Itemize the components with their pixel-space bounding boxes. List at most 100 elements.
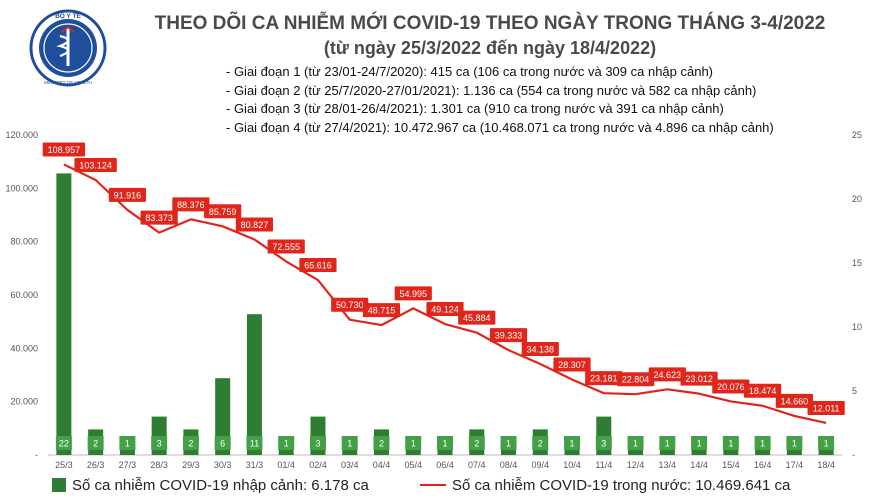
bar-value-label: 1 [665,439,670,449]
bar-value-label-bg [595,436,612,450]
line-value-label: 20.076 [717,382,745,392]
line-value-label: 49.124 [431,305,459,315]
x-tick-label: 05/4 [404,460,422,470]
x-tick-label: 29/3 [182,460,200,470]
line-domestic [63,163,827,425]
bar-value-label: 1 [125,439,130,449]
x-tick-label: 26/3 [87,460,105,470]
bar-value-label-bg [468,436,485,450]
line-value-label-bg [807,400,845,415]
line-value-label-bg [140,210,178,225]
line-value-label-bg [458,310,496,325]
line-value-label-bg [616,372,655,387]
y-right-tick-label: 25 [852,130,862,140]
line-value-label-bg [267,239,305,254]
bar-value-label-bg [151,436,168,450]
bar-value-label-bg [754,436,771,450]
line-value-label: 45.884 [463,313,491,323]
legend-domestic: Số ca nhiễm COVID-19 trong nước: 10.469.… [420,476,790,496]
line-value-label-bg [712,379,750,394]
line-value-label-bg [775,393,813,408]
bar-value-label-bg [564,436,581,450]
bar-value-label-bg [691,436,708,450]
bar-value-label: 1 [411,439,416,449]
line-value-label: 72.555 [272,242,300,252]
line-value-label: 88.376 [177,200,205,210]
bar-value-label-bg [532,436,549,450]
x-tick-label: 04/4 [373,460,391,470]
line-value-label: 12.011 [813,403,840,413]
line-value-label: 22.804 [622,375,650,385]
bar-value-label: 11 [250,439,259,449]
line-value-label: 91.916 [114,190,142,200]
bar-imported [56,173,72,455]
line-value-label: 80.827 [241,220,269,230]
x-tick-label: 30/3 [214,460,232,470]
bar-value-label: 1 [506,439,511,449]
bar-value-label-bg [437,436,453,450]
bar-value-label: 1 [347,439,352,449]
x-tick-label: 15/4 [722,460,740,470]
x-tick-label: 09/4 [532,460,550,470]
bar-value-label: 1 [442,439,447,449]
y-right-tick-label: 15 [852,258,862,268]
ministry-of-health-logo: BỘ Y TẾ MINISTRY OF HEALTH [29,9,107,87]
bar-value-label: 3 [601,439,606,449]
bar-value-label-bg [341,436,358,450]
legend-imported: Số ca nhiễm COVID-19 nhập cảnh: 6.178 ca [52,476,369,496]
bar-value-label-bg [373,436,390,450]
line-value-label: 50.730 [336,300,364,310]
y-left-tick-label: 80.000 [10,237,38,247]
line-value-label-bg [585,371,623,386]
legend-imported-label: Số ca nhiễm COVID-19 nhập cảnh: 6.178 ca [72,477,369,494]
bar-value-label-bg [87,436,104,450]
x-tick-label: 08/4 [500,460,518,470]
bar-value-label-bg [659,436,676,450]
line-value-label-bg [394,286,432,301]
bar-value-label: 2 [538,439,543,449]
y-left-tick-label: - [35,450,38,460]
y-left-tick-label: 20.000 [10,397,38,407]
bar-value-label: 6 [220,439,225,449]
y-left-tick-label: 40.000 [10,343,38,353]
line-value-label: 34.138 [527,344,555,354]
line-value-label: 108.957 [48,145,81,155]
y-right-tick-label: 20 [852,194,862,204]
line-value-label: 18.474 [749,386,777,396]
x-tick-label: 28/3 [150,460,168,470]
line-value-label-bg [744,383,782,398]
bar-value-label-bg [214,436,231,450]
bar-value-label-bg [818,436,835,450]
bar-value-label: 1 [633,439,638,449]
line-value-label: 48.715 [368,306,396,316]
x-tick-label: 12/4 [627,460,645,470]
y-right-tick-label: 10 [852,322,862,332]
line-value-label: 14.660 [781,396,809,406]
chart-subtitle: (từ ngày 25/3/2022 đến ngày 18/4/2022) [323,38,657,58]
line-value-label-bg [680,371,718,386]
line-value-label-bg [362,303,401,318]
bar-value-label: 1 [792,439,797,449]
x-tick-label: 02/4 [309,460,327,470]
y-right-tick-label: 5 [852,386,857,396]
bar-value-label: 1 [760,439,765,449]
bar-imported [215,378,231,455]
line-value-label: 85.759 [209,207,237,217]
bar-swatch-icon [52,478,66,492]
line-value-label-bg [489,328,528,343]
line-value-label: 83.373 [145,213,173,223]
phase-item: - Giai đoạn 3 (từ 28/01-26/4/2021): 1.30… [226,101,724,116]
line-value-label: 54.995 [399,289,427,299]
x-tick-label: 01/4 [277,460,295,470]
line-value-label-bg [204,204,242,219]
line-value-label: 28.307 [558,360,586,370]
bar-value-label-bg [119,436,136,450]
phase-item: - Giai đoạn 2 (từ 25/7/2020-27/01/2021):… [226,82,757,98]
line-swatch-icon [420,484,446,486]
bar-value-label: 3 [157,439,162,449]
bar-value-label: 1 [284,439,289,449]
phase-item: - Giai đoạn 4 (từ 27/4/2021): 10.472.967… [226,119,774,135]
bar-value-label-bg [627,436,644,450]
